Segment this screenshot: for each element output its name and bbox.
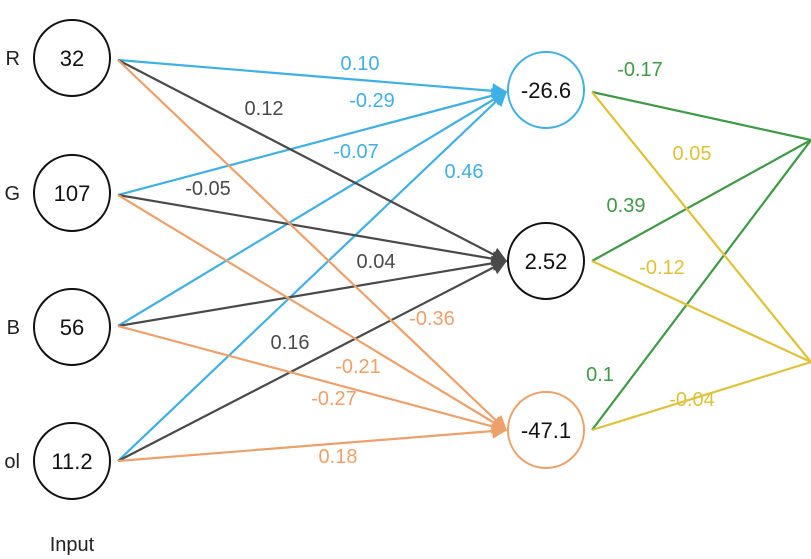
weight-label-input0-hidden0: 0.10	[341, 53, 380, 75]
nodes-layer: 32 R 107 G 56 B 11.2 ol -26.6 2.52 -47.1	[4, 19, 585, 500]
input-node-label: ol	[4, 451, 20, 473]
weight-label-input3-hidden1: 0.16	[271, 332, 310, 354]
input-node-value: 56	[60, 315, 84, 340]
edge-hidden2-output1	[591, 360, 811, 432]
weight-label-input1-hidden1: -0.05	[185, 178, 231, 200]
edge-labels-layer: 0.10 -0.29 -0.07 0.46 0.12 -0.05 0.04 0.16 -0.36…	[185, 53, 715, 468]
weight-label-hidden0-output1: 0.05	[673, 143, 712, 165]
edge-hidden1-output1	[591, 260, 811, 363]
hidden-node-0: -26.6	[507, 51, 585, 129]
edge-input0-hidden0	[117, 58, 508, 99]
hidden-node-1: 2.52	[507, 222, 585, 300]
edge-input0-hidden1	[117, 59, 508, 262]
input-layer-caption: Input	[50, 534, 95, 556]
hidden-node-value: 2.52	[525, 249, 568, 274]
edge-input2-hidden2	[117, 324, 508, 434]
input-node-circle	[33, 288, 111, 366]
weight-label-input0-hidden2: -0.36	[409, 308, 455, 330]
weight-label-input1-hidden2: -0.21	[335, 356, 381, 378]
input-node-circle	[33, 19, 111, 97]
edge-input2-hidden0	[117, 91, 508, 327]
input-node-value: 32	[60, 46, 84, 71]
weight-label-input2-hidden2: -0.27	[311, 388, 357, 410]
hidden-node-value: -26.6	[521, 78, 571, 103]
hidden-node-2: -47.1	[507, 391, 585, 469]
hidden-node-circle	[507, 51, 585, 129]
weight-label-input2-hidden0: -0.07	[333, 141, 379, 163]
edge-input3-hidden2	[117, 423, 508, 463]
hidden-node-circle	[507, 222, 585, 300]
weight-label-input2-hidden1: 0.04	[357, 251, 396, 273]
edge-hidden0-output1	[591, 91, 811, 363]
input-node-circle	[33, 154, 111, 232]
edge-hidden1-output0	[591, 139, 811, 262]
input-node-label: G	[4, 183, 20, 205]
weight-label-input3-hidden0: 0.46	[445, 161, 484, 183]
input-node-label: R	[6, 48, 20, 70]
weight-label-hidden2-output1: -0.04	[669, 389, 715, 411]
weight-label-input0-hidden1: 0.12	[245, 98, 284, 120]
input-node-label: B	[7, 317, 20, 339]
weight-label-input1-hidden0: -0.29	[349, 90, 395, 112]
weight-label-input3-hidden2: 0.18	[319, 446, 358, 468]
input-node-0: 32 R	[6, 19, 111, 97]
weight-label-hidden1-output1: -0.12	[639, 257, 685, 279]
hidden-node-value: -47.1	[521, 418, 571, 443]
edge-input2-hidden1	[117, 255, 508, 328]
weight-label-hidden2-output0: 0.1	[586, 364, 614, 386]
weight-label-hidden0-output0: -0.17	[617, 59, 663, 81]
edge-input3-hidden1	[117, 260, 508, 462]
input-node-1: 107 G	[4, 154, 111, 232]
edge-input1-hidden1	[117, 193, 508, 267]
edge-input1-hidden0	[117, 88, 508, 197]
weight-label-hidden1-output0: 0.39	[607, 195, 646, 217]
hidden-node-circle	[507, 391, 585, 469]
edge-input3-hidden0	[117, 90, 508, 462]
edge-input0-hidden2	[117, 59, 508, 432]
input-node-3: 11.2 ol	[4, 422, 111, 500]
input-node-value: 11.2	[51, 449, 92, 474]
input-node-value: 107	[54, 181, 91, 206]
edge-input1-hidden2	[117, 194, 508, 431]
input-node-circle	[33, 422, 111, 500]
edges-layer	[117, 58, 811, 463]
edge-hidden2-output0	[591, 139, 811, 431]
input-node-2: 56 B	[7, 288, 111, 366]
edge-hidden0-output0	[591, 90, 811, 142]
